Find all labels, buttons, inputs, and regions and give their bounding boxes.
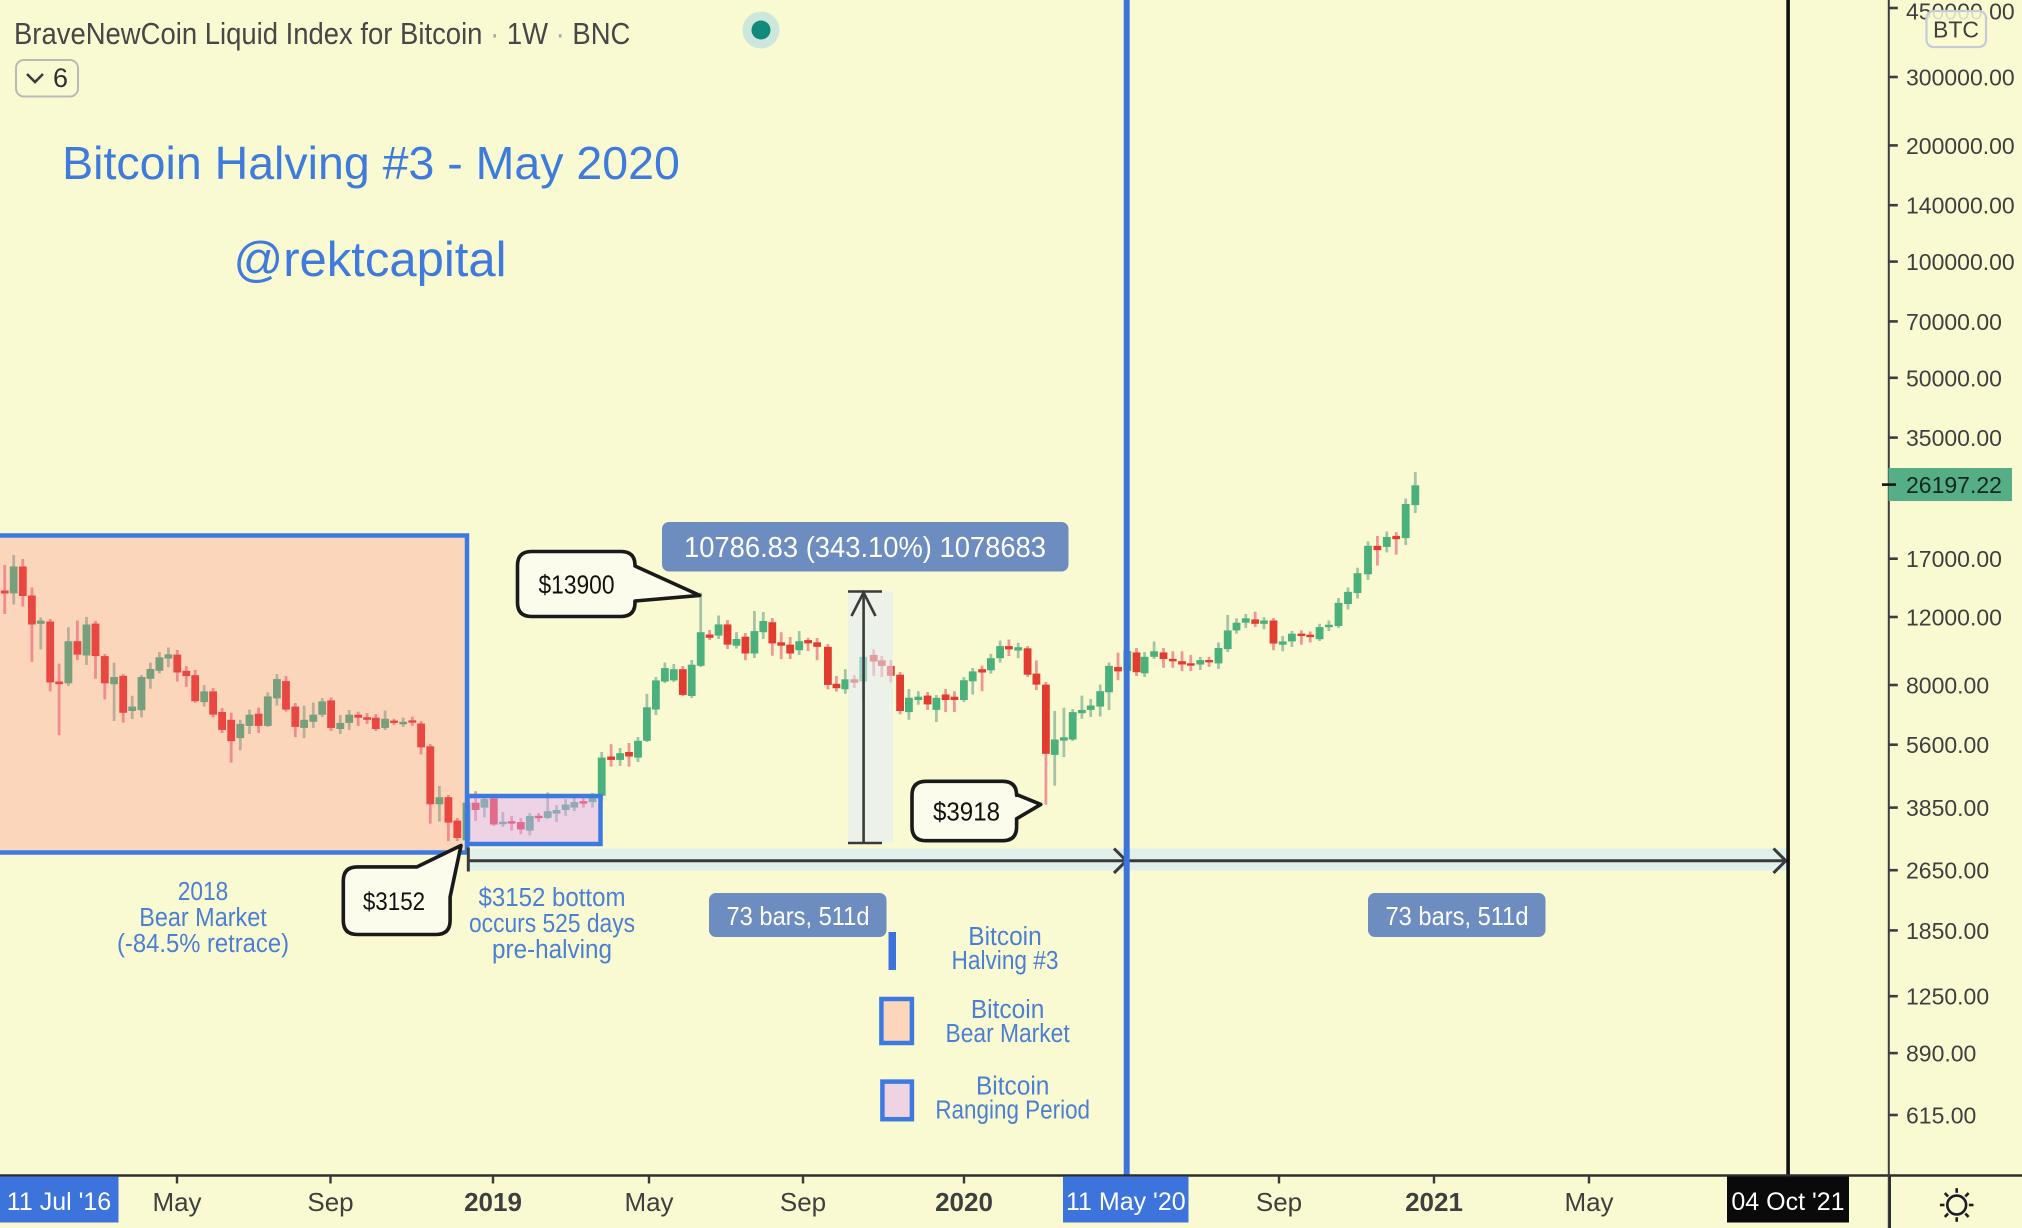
svg-text:04 Oct '21: 04 Oct '21 [1731, 1188, 1844, 1216]
svg-text:$13900: $13900 [539, 570, 615, 600]
svg-text:$3152 bottom: $3152 bottom [479, 884, 626, 912]
svg-text:100000.00: 100000.00 [1906, 249, 2015, 275]
svg-text:70000.00: 70000.00 [1906, 309, 2002, 335]
svg-text:Halving #3: Halving #3 [952, 947, 1059, 975]
svg-text:@rektcapital: @rektcapital [233, 233, 506, 287]
svg-text:Bitcoin: Bitcoin [968, 923, 1042, 951]
svg-text:Bear Market: Bear Market [946, 1020, 1070, 1048]
svg-text:Sep: Sep [1256, 1187, 1302, 1217]
svg-text:73 bars, 511d: 73 bars, 511d [727, 901, 870, 931]
svg-text:May: May [152, 1187, 201, 1217]
svg-text:615.00: 615.00 [1906, 1103, 1976, 1129]
svg-text:May: May [1564, 1187, 1613, 1217]
svg-text:5600.00: 5600.00 [1906, 732, 1989, 758]
svg-text:pre-halving: pre-halving [492, 936, 612, 964]
svg-text:1850.00: 1850.00 [1906, 918, 1989, 944]
svg-text:occurs 525 days: occurs 525 days [469, 910, 635, 938]
svg-text:26197.22: 26197.22 [1906, 472, 2002, 498]
svg-text:6: 6 [53, 63, 68, 93]
svg-text:Bitcoin: Bitcoin [976, 1073, 1050, 1101]
svg-text:200000.00: 200000.00 [1906, 133, 2015, 159]
svg-text:Bear Market: Bear Market [139, 904, 267, 932]
svg-text:Sep: Sep [307, 1187, 353, 1217]
svg-text:2019: 2019 [464, 1187, 522, 1217]
svg-text:73 bars, 511d: 73 bars, 511d [1386, 901, 1529, 931]
svg-text:12000.00: 12000.00 [1906, 605, 2002, 631]
svg-text:11 May '20: 11 May '20 [1066, 1188, 1186, 1216]
svg-text:Bitcoin Halving #3 - May 2020: Bitcoin Halving #3 - May 2020 [62, 137, 680, 189]
svg-text:3850.00: 3850.00 [1906, 795, 1989, 821]
svg-text:2021: 2021 [1405, 1187, 1463, 1217]
svg-text:Sep: Sep [780, 1187, 826, 1217]
svg-text:2650.00: 2650.00 [1906, 858, 1989, 884]
svg-text:Bitcoin: Bitcoin [971, 996, 1045, 1024]
svg-text:2020: 2020 [935, 1187, 993, 1217]
svg-text:BraveNewCoin Liquid Index for: BraveNewCoin Liquid Index for Bitcoin · … [14, 16, 630, 51]
svg-text:2018: 2018 [178, 878, 228, 906]
svg-text:$3918: $3918 [933, 797, 1000, 827]
svg-text:300000.00: 300000.00 [1906, 65, 2015, 91]
svg-text:(-84.5% retrace): (-84.5% retrace) [117, 930, 289, 958]
svg-text:10786.83 (343.10%) 1078683: 10786.83 (343.10%) 1078683 [684, 532, 1046, 564]
svg-text:8000.00: 8000.00 [1906, 673, 1989, 699]
svg-text:35000.00: 35000.00 [1906, 425, 2002, 451]
svg-text:Ranging Period: Ranging Period [935, 1097, 1090, 1125]
svg-text:890.00: 890.00 [1906, 1041, 1976, 1067]
svg-text:11 Jul '16: 11 Jul '16 [7, 1188, 111, 1216]
svg-text:$3152: $3152 [363, 888, 425, 916]
svg-text:17000.00: 17000.00 [1906, 546, 2002, 572]
svg-text:1250.00: 1250.00 [1906, 984, 1989, 1010]
svg-text:50000.00: 50000.00 [1906, 365, 2002, 391]
svg-text:May: May [624, 1187, 673, 1217]
svg-text:BTC: BTC [1933, 17, 1979, 43]
svg-text:140000.00: 140000.00 [1906, 193, 2015, 219]
